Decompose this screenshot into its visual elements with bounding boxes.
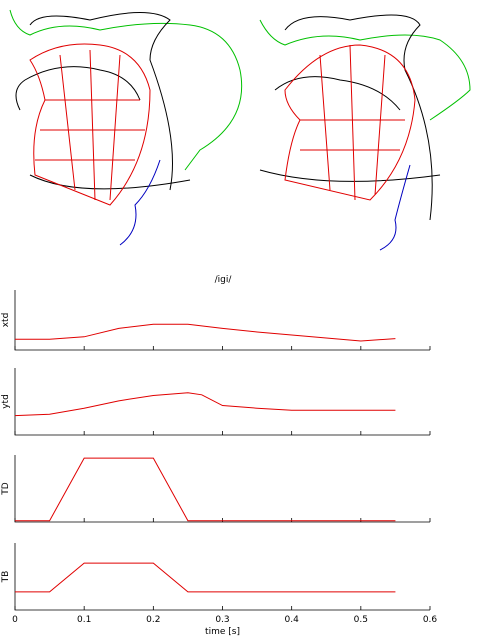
line (15, 458, 395, 521)
line (15, 563, 395, 592)
line (15, 393, 395, 416)
x-tick-label: 0.1 (77, 615, 91, 625)
y-axis-label: xtd (1, 313, 11, 328)
axes (15, 368, 430, 435)
vocal-tract-drawings (10, 10, 470, 250)
line (15, 324, 395, 341)
x-tick-label: 0.5 (354, 615, 368, 625)
left-drawing (10, 10, 242, 245)
y-axis-label: ytd (1, 394, 11, 409)
axes (15, 455, 430, 522)
right-drawing (260, 15, 470, 250)
x-tick-label: 0.4 (285, 615, 300, 625)
x-tick-label: 0.2 (146, 615, 160, 625)
y-axis-label: TB (1, 571, 11, 584)
chart-title: /igi/ (215, 275, 233, 285)
axes (15, 543, 430, 610)
x-tick-label: 0 (12, 615, 18, 625)
x-axis-label: time [s] (205, 627, 240, 637)
x-tick-label: 0.6 (423, 615, 438, 625)
figure: /igi/xtd ytd TD 0 0.1 0.2 0.3 0.4 0.5 0.6 TB time [… (0, 0, 500, 642)
x-tick-label: 0.3 (215, 615, 229, 625)
y-axis-label: TD (1, 482, 11, 495)
